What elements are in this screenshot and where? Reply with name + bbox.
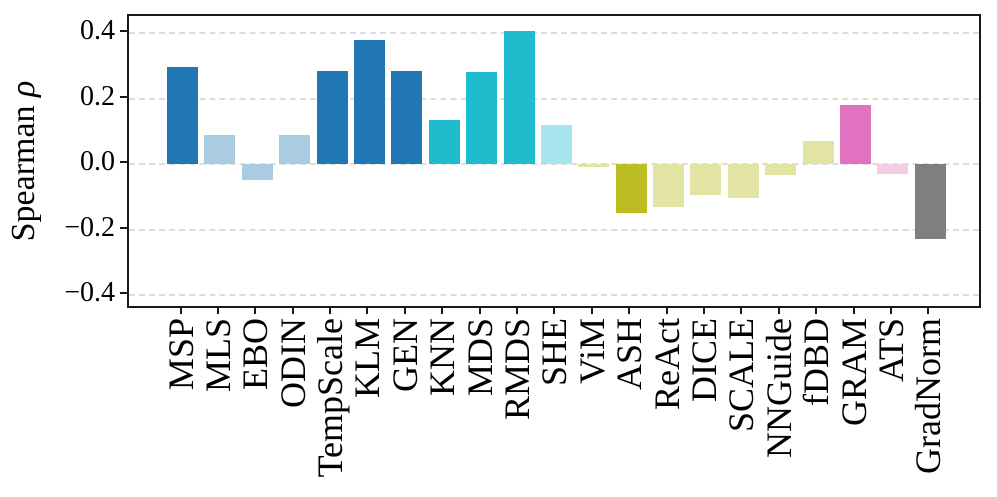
x-tick-mark [553, 308, 556, 314]
x-tick-mark [516, 308, 518, 314]
bar-klm [353, 39, 385, 164]
x-tick-mark [889, 308, 892, 314]
x-tick-label: RMDS [497, 318, 537, 421]
x-tick-label: MLS [197, 318, 238, 393]
gridline [129, 163, 979, 165]
x-tick-label: ViM [571, 318, 612, 384]
x-tick-label: GEN [384, 318, 425, 392]
y-tick-mark [120, 226, 127, 229]
x-tick-mark [852, 308, 855, 314]
bar-scale [727, 164, 759, 199]
bar-fdbd [802, 141, 834, 164]
bar-gen [391, 70, 423, 164]
x-tick-label: DICE [683, 318, 724, 402]
bar-mls [204, 134, 236, 164]
x-tick-mark [815, 308, 818, 314]
plot-area [127, 14, 981, 308]
bar-ebo [241, 164, 273, 181]
x-tick-mark [927, 308, 930, 314]
x-tick-label: TempScale [310, 318, 351, 478]
x-tick-mark [665, 308, 668, 314]
x-tick-label: KLM [347, 318, 388, 398]
bar-dice [690, 164, 722, 196]
x-tick-label: KNN [422, 318, 463, 396]
bar-ats [877, 164, 909, 174]
y-tick-mark [120, 292, 127, 294]
bar-she [540, 124, 572, 164]
x-tick-label: fDBD [796, 318, 837, 406]
x-tick-label: SCALE [721, 318, 762, 433]
y-tick-mark [120, 95, 127, 98]
x-tick-mark [590, 308, 593, 314]
x-tick-label: ATS [870, 318, 911, 383]
bar-odin [279, 134, 311, 164]
x-tick-label: SHE [534, 318, 575, 387]
x-tick-mark [441, 308, 444, 314]
y-tick-label: −0.4 [64, 277, 115, 308]
bar-ash [615, 164, 647, 214]
bar-knn [428, 119, 460, 164]
x-tick-label: MDS [459, 318, 500, 397]
gridline [129, 97, 979, 100]
x-tick-mark [216, 308, 219, 314]
x-tick-mark [329, 308, 332, 314]
x-tick-label: ReAct [646, 318, 687, 410]
x-tick-label: MSP [160, 318, 201, 391]
bar-tempscale [316, 70, 348, 164]
x-tick-label: GRAM [833, 318, 874, 427]
x-tick-mark [254, 308, 257, 314]
bar-gram [840, 105, 872, 164]
x-tick-mark [179, 308, 182, 314]
gridline [129, 32, 979, 34]
x-tick-label: NNGuide [758, 318, 799, 458]
x-tick-mark [291, 308, 294, 314]
x-tick-mark [366, 308, 369, 314]
x-tick-mark [628, 308, 631, 314]
x-tick-label: EBO [235, 318, 276, 390]
y-tick-mark [120, 161, 127, 163]
x-tick-label: ASH [609, 318, 650, 391]
x-tick-label: GradNorm [908, 318, 949, 474]
bar-vim [578, 164, 610, 168]
x-tick-mark [740, 308, 743, 314]
x-tick-mark [777, 308, 780, 314]
bar-react [653, 164, 685, 207]
bar-mds [466, 72, 498, 164]
gridline [129, 294, 979, 296]
gridline [129, 228, 979, 231]
bar-nnguide [765, 164, 797, 176]
y-tick-mark [120, 30, 127, 32]
y-tick-label: 0.0 [80, 146, 115, 177]
x-tick-mark [478, 308, 481, 314]
y-tick-label: 0.4 [80, 15, 115, 46]
x-tick-label: ODIN [272, 318, 313, 408]
x-tick-mark [403, 308, 406, 314]
bar-gradnorm [914, 164, 946, 240]
y-tick-label: 0.2 [80, 80, 115, 112]
bar-msp [167, 67, 198, 164]
y-tick-label: −0.2 [64, 211, 115, 243]
x-tick-mark [702, 308, 705, 314]
bar-rmds [503, 31, 535, 164]
